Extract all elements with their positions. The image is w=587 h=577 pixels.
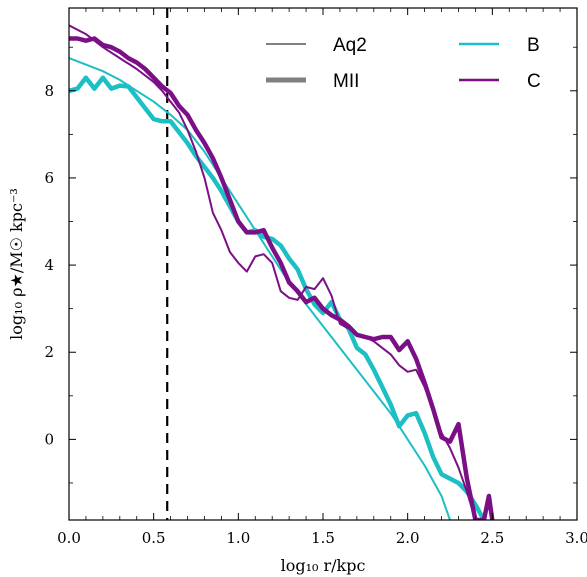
tick-layer: 0.0 0.5 1.0 1.5 2.0 2.5 3.0 0 2 4 6 8 [44,8,587,547]
x-tick-label: 0.0 [57,529,81,547]
series-line-c-mii [69,36,495,520]
x-tick-label: 1.0 [226,529,250,547]
series-layer [69,24,495,520]
legend-label-c: C [527,71,541,92]
plot-area [69,8,495,520]
x-axis-label: log₁₀ r/kpc [281,556,366,575]
legend-label-mii: MII [333,71,359,92]
series-line-b-aq2 [69,57,451,520]
legend: Aq2 MII BC [266,35,541,92]
x-tick-label: 2.5 [480,529,504,547]
y-tick-label: 8 [44,82,54,100]
legend-label-aq2: Aq2 [333,35,367,56]
x-tick-label: 3.0 [565,529,587,547]
x-tick-label: 0.5 [142,529,166,547]
series-line-c-aq2 [69,24,477,520]
plot-frame [68,7,578,521]
y-tick-label: 6 [44,169,54,187]
y-axis-label: log₁₀ ρ★/M☉ kpc⁻³ [7,188,26,340]
x-tick-label: 1.5 [311,529,335,547]
x-tick-label: 2.0 [396,529,420,547]
y-tick-label: 0 [44,430,54,448]
series-line-b-mii [69,75,487,520]
y-tick-label: 4 [44,256,54,274]
legend-label-b: B [527,35,540,56]
y-tick-label: 2 [44,343,54,361]
